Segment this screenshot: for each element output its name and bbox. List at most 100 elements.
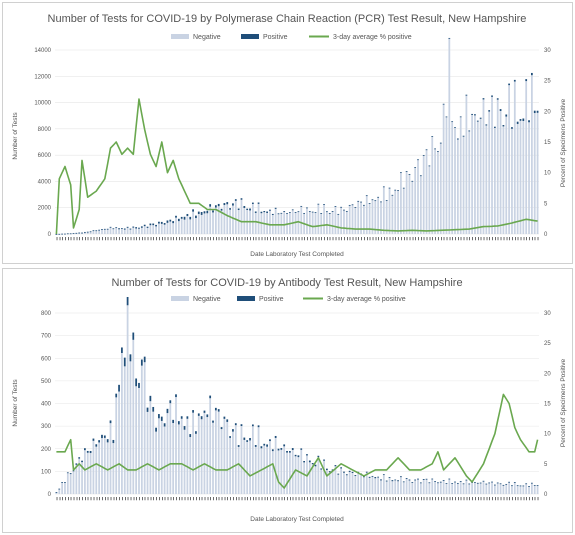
y2-tick-label: 15 — [544, 140, 551, 146]
x-tick-label: ▬ — [439, 496, 443, 500]
x-tick-label: ▬ — [339, 496, 343, 500]
negative-bar — [249, 440, 251, 494]
positive-bar — [371, 475, 374, 477]
x-tick-label: ▬ — [231, 236, 235, 240]
x-tick-label: ▬ — [416, 496, 420, 500]
x-tick-label: ▬ — [237, 496, 241, 500]
positive-bar — [123, 357, 126, 367]
x-tick-label: ▬ — [447, 236, 451, 240]
x-tick-label: ▬ — [427, 496, 431, 500]
positive-bar — [525, 483, 528, 485]
positive-bar — [417, 478, 419, 480]
negative-bar — [226, 421, 229, 494]
negative-bar — [437, 482, 439, 494]
positive-bar — [271, 449, 274, 452]
positive-bar — [380, 479, 382, 481]
positive-bar — [530, 72, 533, 76]
x-tick-label: ▬ — [362, 236, 366, 240]
positive-bar — [530, 482, 533, 484]
negative-bar — [254, 212, 257, 234]
x-tick-label: ▬ — [524, 496, 528, 500]
x-tick-label: ▬ — [351, 496, 355, 500]
x-axis-title: Date Laboratory Test Completed — [250, 516, 344, 523]
negative-bar — [345, 211, 348, 234]
positive-bar — [317, 203, 320, 205]
positive-bar — [288, 212, 291, 213]
negative-bar — [397, 190, 399, 234]
negative-bar — [334, 466, 337, 494]
negative-bar — [78, 458, 81, 494]
y2-tick-label: 5 — [544, 462, 548, 468]
negative-bar — [311, 212, 314, 234]
positive-bar — [229, 208, 231, 210]
negative-bar — [382, 475, 385, 494]
x-tick-label: ▬ — [536, 236, 540, 240]
positive-bar — [106, 228, 109, 230]
positive-bar — [260, 446, 263, 449]
x-tick-label: ▬ — [399, 496, 403, 500]
positive-bar — [160, 221, 163, 224]
x-tick-label: ▬ — [433, 496, 437, 500]
legend-negative-swatch — [171, 296, 189, 301]
negative-bar — [197, 213, 200, 234]
x-tick-label: ▬ — [171, 496, 175, 500]
x-tick-label: ▬ — [462, 496, 466, 500]
x-tick-label: ▬ — [180, 236, 184, 240]
negative-bar — [195, 433, 197, 494]
positive-bar — [343, 471, 345, 473]
pcr-y-axis-title: Number of Tests — [12, 112, 19, 160]
pcr-positive-series — [55, 37, 539, 235]
x-tick-label: ▬ — [109, 236, 113, 240]
x-tick-label: ▬ — [368, 496, 372, 500]
x-tick-label: ▬ — [157, 236, 161, 240]
positive-bar — [286, 213, 288, 214]
positive-bar — [434, 148, 436, 150]
x-tick-label: ▬ — [77, 236, 81, 240]
negative-bar — [138, 228, 140, 234]
x-tick-label: ▬ — [123, 236, 127, 240]
negative-bar — [425, 479, 428, 494]
positive-bar — [439, 142, 442, 144]
positive-bar — [471, 113, 473, 115]
negative-bar — [280, 213, 283, 234]
x-tick-label: ▬ — [183, 496, 187, 500]
negative-bar — [328, 472, 331, 494]
x-tick-label: ▬ — [54, 496, 58, 500]
x-tick-label: ▬ — [459, 496, 463, 500]
positive-bar — [112, 228, 115, 230]
positive-bar — [456, 482, 459, 484]
negative-bar — [434, 481, 436, 494]
negative-bar — [106, 442, 109, 494]
negative-bar — [394, 190, 397, 234]
negative-bar — [98, 442, 101, 494]
x-tick-label: ▬ — [259, 496, 263, 500]
positive-bar — [132, 226, 135, 228]
x-tick-label: ▬ — [339, 236, 343, 240]
positive-bar — [365, 195, 368, 197]
x-tick-label: ▬ — [251, 236, 255, 240]
negative-bar — [360, 474, 362, 494]
negative-bar — [456, 483, 459, 494]
negative-bar — [240, 426, 243, 494]
x-tick-label: ▬ — [336, 236, 340, 240]
negative-bar — [337, 214, 340, 234]
x-tick-label: ▬ — [151, 236, 155, 240]
negative-bar — [95, 446, 98, 494]
positive-bar — [223, 203, 226, 206]
positive-bar — [266, 211, 268, 213]
negative-bar — [360, 202, 362, 234]
x-tick-label: ▬ — [450, 496, 454, 500]
positive-bar — [328, 471, 331, 473]
x-tick-label: ▬ — [370, 236, 374, 240]
positive-bar — [277, 213, 280, 215]
positive-bar — [363, 204, 365, 206]
negative-bar — [474, 115, 476, 234]
negative-bar — [200, 214, 203, 234]
x-tick-label: ▬ — [402, 496, 406, 500]
positive-bar — [442, 103, 445, 105]
antibody-x-axis-ticks: ▬▬▬▬▬▬▬▬▬▬▬▬▬▬▬▬▬▬▬▬▬▬▬▬▬▬▬▬▬▬▬▬▬▬▬▬▬▬▬▬… — [54, 496, 539, 500]
negative-bar — [400, 477, 402, 494]
positive-bar — [209, 395, 212, 399]
positive-bar — [158, 221, 160, 224]
positive-bar — [66, 472, 69, 474]
